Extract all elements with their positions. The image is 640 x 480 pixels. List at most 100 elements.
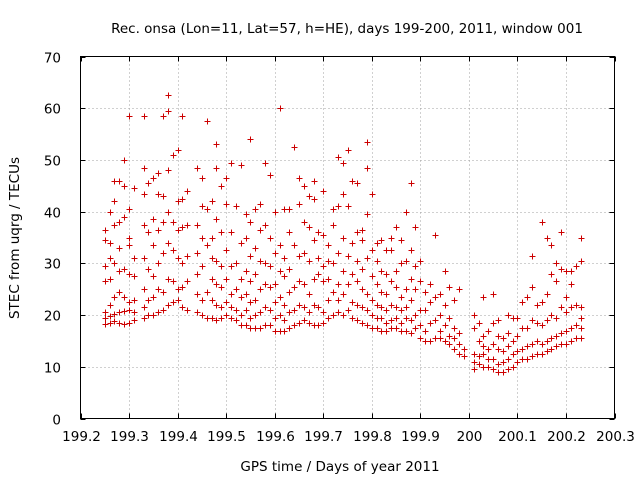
data-point <box>524 356 531 363</box>
data-point <box>544 338 551 345</box>
data-point <box>500 359 507 366</box>
data-point <box>378 304 385 311</box>
data-point <box>476 320 483 327</box>
data-point <box>306 309 313 316</box>
data-point <box>408 247 415 254</box>
data-point <box>320 320 327 327</box>
data-point <box>340 160 347 167</box>
data-point <box>335 309 342 316</box>
data-point <box>364 165 371 172</box>
data-point <box>412 312 419 319</box>
data-point <box>519 346 526 353</box>
data-point <box>286 325 293 332</box>
data-point <box>325 276 332 283</box>
data-point <box>194 309 201 316</box>
data-point <box>199 175 206 182</box>
data-point <box>223 201 230 208</box>
data-point <box>578 315 585 322</box>
data-point <box>272 281 279 288</box>
data-point <box>510 364 517 371</box>
data-point <box>170 299 177 306</box>
data-point <box>267 284 274 291</box>
data-point <box>476 338 483 345</box>
data-point <box>107 255 114 262</box>
data-point <box>403 304 410 311</box>
data-point <box>257 325 264 332</box>
data-point <box>277 312 284 319</box>
data-point <box>398 260 405 267</box>
data-point <box>170 219 177 226</box>
y-tick-label: 30 <box>44 257 61 273</box>
data-point <box>111 311 118 318</box>
data-point <box>238 294 245 301</box>
data-point <box>480 351 487 358</box>
data-point <box>116 245 123 252</box>
data-point <box>165 92 172 99</box>
data-point <box>141 304 148 311</box>
data-point <box>437 312 444 319</box>
data-point <box>296 278 303 285</box>
data-point <box>461 346 468 353</box>
data-point <box>257 201 264 208</box>
x-tick-label: 199.3 <box>110 429 149 445</box>
data-point <box>277 294 284 301</box>
data-point <box>126 113 133 120</box>
data-point <box>335 250 342 257</box>
data-point <box>519 299 526 306</box>
data-point <box>529 353 536 360</box>
data-point <box>116 320 123 327</box>
x-tick-label: 200.2 <box>547 429 586 445</box>
data-point <box>539 341 546 348</box>
data-point <box>442 302 449 309</box>
data-point <box>403 286 410 293</box>
data-point <box>107 313 114 320</box>
data-point <box>301 219 308 226</box>
data-point <box>281 255 288 262</box>
data-point <box>514 348 521 355</box>
data-point <box>335 297 342 304</box>
data-point <box>548 271 555 278</box>
data-point <box>578 304 585 311</box>
data-point <box>228 160 235 167</box>
data-point <box>451 297 458 304</box>
data-point <box>349 299 356 306</box>
data-point <box>500 369 507 376</box>
data-point <box>374 281 381 288</box>
data-point <box>257 286 264 293</box>
x-tick-label: 199.6 <box>256 429 295 445</box>
data-point <box>223 276 230 283</box>
data-point <box>495 317 502 324</box>
data-point <box>432 317 439 324</box>
data-point <box>296 175 303 182</box>
data-point <box>432 294 439 301</box>
data-point <box>262 160 269 167</box>
data-point <box>315 271 322 278</box>
data-point <box>267 263 274 270</box>
data-point <box>529 253 536 260</box>
data-point <box>548 346 555 353</box>
data-point <box>233 203 240 210</box>
data-point <box>446 315 453 322</box>
data-point <box>160 289 167 296</box>
data-point <box>315 304 322 311</box>
data-point <box>296 201 303 208</box>
data-point <box>291 307 298 314</box>
data-point <box>364 291 371 298</box>
data-point <box>131 309 138 316</box>
data-point <box>544 317 551 324</box>
tick-labels: 199.2 199.3 199.4 199.5 199.6 199.7 199.8 199.9… <box>44 51 635 446</box>
data-point <box>359 320 366 327</box>
data-point <box>568 325 575 332</box>
data-point <box>315 229 322 236</box>
data-point <box>374 240 381 247</box>
data-point <box>359 304 366 311</box>
data-point <box>306 193 313 200</box>
data-point <box>247 315 254 322</box>
data-point <box>330 222 337 229</box>
data-point <box>578 335 585 342</box>
data-point <box>199 203 206 210</box>
data-point <box>199 235 206 242</box>
data-point <box>116 289 123 296</box>
data-point <box>340 191 347 198</box>
data-point <box>378 289 385 296</box>
